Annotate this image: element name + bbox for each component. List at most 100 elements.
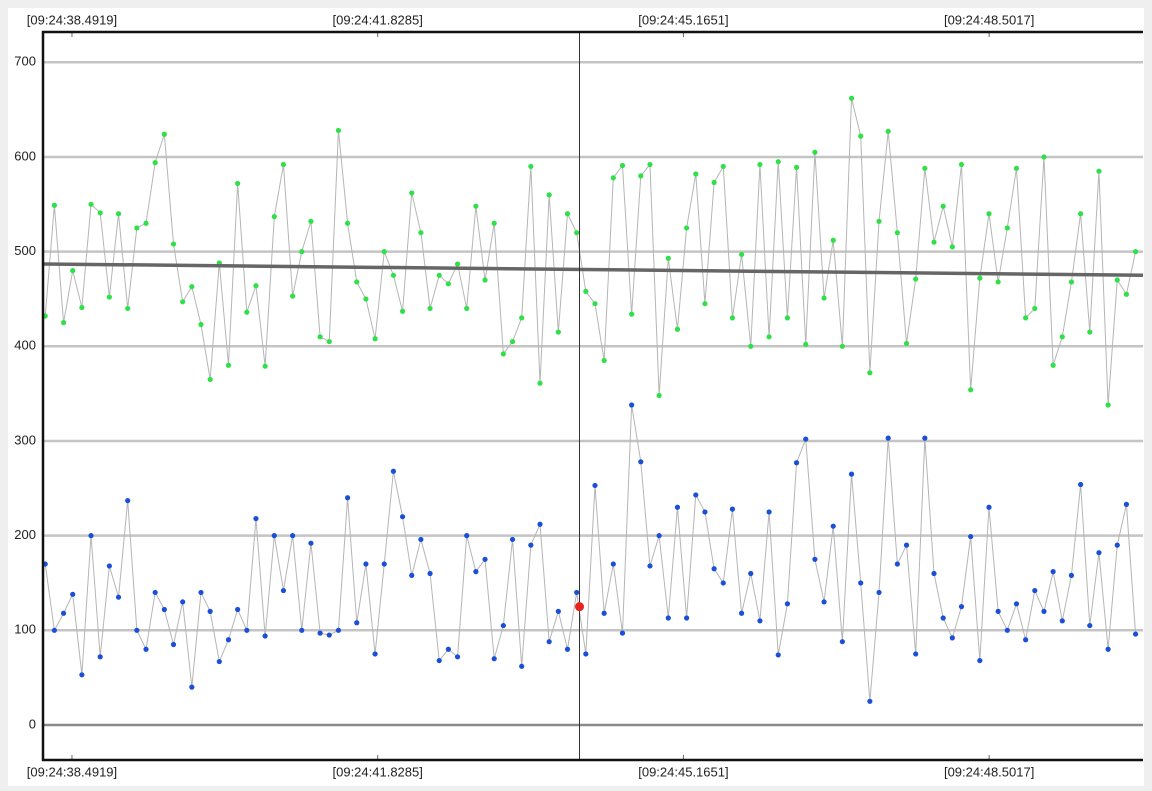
data-point — [1078, 481, 1084, 488]
data-point — [372, 651, 378, 657]
data-point — [473, 203, 479, 209]
data-point — [1114, 277, 1120, 283]
cursor-point — [575, 602, 585, 612]
data-point — [1068, 279, 1075, 285]
data-point — [748, 570, 754, 577]
data-point — [51, 627, 57, 633]
data-point — [1087, 329, 1093, 335]
data-point — [793, 164, 800, 170]
data-point — [922, 435, 928, 441]
data-point — [509, 536, 516, 543]
data-point — [326, 338, 332, 345]
data-point — [738, 610, 745, 616]
data-point — [235, 606, 241, 613]
data-point — [693, 492, 699, 498]
data-point — [848, 95, 855, 101]
data-point — [134, 225, 140, 231]
data-point — [262, 633, 268, 639]
data-point — [70, 591, 76, 597]
data-point — [867, 370, 873, 376]
data-point — [638, 173, 644, 179]
data-point — [574, 230, 580, 236]
plot-frame — [41, 30, 1143, 762]
data-point — [170, 241, 177, 247]
data-point — [574, 589, 580, 596]
data-point — [280, 161, 287, 168]
data-point — [968, 387, 974, 393]
data-point — [803, 436, 809, 442]
data-point — [125, 498, 131, 504]
series-line — [44, 98, 1137, 406]
data-point — [1032, 587, 1038, 594]
data-point — [564, 211, 571, 217]
data-point — [784, 315, 791, 321]
data-point — [656, 533, 662, 539]
data-point — [583, 288, 589, 294]
data-point — [473, 569, 479, 575]
data-point — [949, 244, 955, 250]
data-point — [903, 542, 910, 548]
data-point — [913, 651, 919, 657]
x-tick-label: [09:24:41.8285] — [333, 12, 423, 27]
data-point — [198, 589, 204, 596]
data-point — [968, 533, 974, 540]
data-point — [335, 627, 342, 633]
data-point — [619, 162, 626, 169]
data-point — [885, 435, 891, 441]
x-tick-label: [09:24:45.1651] — [638, 764, 728, 779]
data-point — [1059, 334, 1065, 340]
data-point — [592, 482, 598, 489]
data-point — [665, 615, 671, 621]
data-point — [216, 658, 222, 665]
data-point — [88, 533, 94, 539]
data-point — [885, 128, 891, 135]
data-point — [1096, 168, 1102, 174]
data-point — [427, 570, 433, 577]
data-point — [757, 161, 763, 168]
data-point — [830, 523, 836, 529]
data-point — [958, 604, 965, 610]
data-point — [317, 334, 323, 340]
data-point — [1050, 569, 1056, 575]
data-point — [647, 161, 653, 168]
data-point — [867, 698, 873, 704]
data-point — [500, 351, 506, 357]
data-point — [546, 192, 552, 198]
data-point — [848, 471, 855, 477]
data-point — [354, 279, 360, 285]
y-tick-label: 0 — [29, 716, 36, 731]
data-point — [555, 608, 561, 614]
data-point — [97, 654, 103, 660]
data-point — [537, 380, 543, 386]
y-tick-label: 400 — [14, 338, 36, 353]
data-point — [491, 656, 497, 662]
data-point — [784, 601, 791, 607]
x-tick-label: [09:24:38.4919] — [27, 764, 117, 779]
data-point — [601, 610, 607, 616]
data-point — [464, 305, 470, 312]
data-point — [757, 618, 763, 624]
data-point — [619, 630, 626, 636]
data-point — [519, 663, 525, 669]
data-point — [399, 514, 406, 520]
data-point — [189, 684, 195, 690]
data-point — [1132, 249, 1139, 255]
data-point — [958, 161, 965, 168]
data-point — [161, 131, 167, 137]
data-point — [876, 589, 882, 596]
data-point — [903, 340, 910, 347]
data-point — [528, 163, 534, 170]
data-point — [592, 301, 598, 307]
data-point — [225, 362, 232, 368]
data-point — [308, 218, 314, 224]
data-point — [363, 561, 369, 567]
y-tick-label: 700 — [14, 54, 36, 69]
data-point — [60, 320, 67, 326]
data-point — [537, 521, 543, 527]
data-point — [344, 220, 351, 226]
data-point — [995, 279, 1001, 285]
data-point — [922, 165, 928, 171]
data-point — [290, 293, 296, 299]
